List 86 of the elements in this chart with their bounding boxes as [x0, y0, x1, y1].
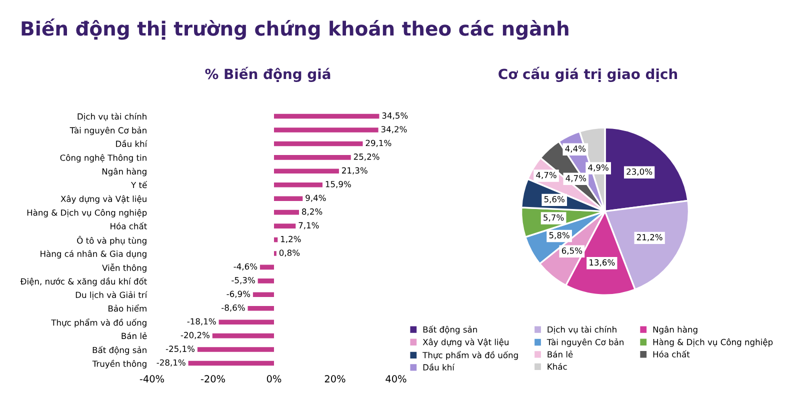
bar	[274, 168, 339, 174]
legend-label: Ngân hàng	[653, 326, 698, 334]
chart-title: Cơ cấu giá trị giao dịch	[498, 66, 677, 82]
y-tick-label: Bảo hiểm	[108, 304, 146, 312]
legend-label: Hàng & Dịch vụ Công nghiệp	[653, 338, 773, 347]
bar	[274, 141, 363, 146]
data-label: -5,3%	[232, 277, 255, 284]
data-label: 13,6%	[590, 259, 615, 266]
data-label: 4,7%	[566, 175, 586, 182]
data-label: 0,8%	[279, 250, 300, 257]
data-label: -4,6%	[234, 263, 258, 270]
data-label: 21,2%	[636, 234, 662, 242]
y-tick-label: Hàng cá nhân & Gia dụng	[40, 250, 146, 259]
bar	[218, 320, 274, 324]
data-label: -8,6%	[222, 304, 245, 312]
legend-label: Hóa chất	[653, 350, 690, 358]
y-tick-label: Xây dựng và Vật liệu	[60, 195, 146, 204]
y-tick-label: Dịch vụ tài chính	[78, 112, 146, 122]
data-label: 4,9%	[588, 164, 608, 172]
bar	[197, 347, 274, 352]
data-label: 7,1%	[298, 222, 319, 230]
y-tick-label: Ngân hàng	[102, 168, 146, 176]
bar	[274, 114, 380, 119]
x-tick-label: 40%	[386, 375, 406, 382]
data-label: 34,2%	[381, 126, 407, 134]
chart-title: % Biến động giá	[205, 66, 330, 82]
legend-label: Bất động sản	[423, 325, 477, 334]
legend-label: Bán lẻ	[548, 350, 573, 358]
data-label: -18,1%	[187, 318, 216, 326]
data-label: 5,6%	[544, 196, 564, 204]
x-tick-label: 20%	[324, 375, 346, 382]
data-label: 5,7%	[544, 214, 564, 222]
legend-label: Dầu khí	[423, 363, 455, 370]
y-tick-label: Bán lẻ	[122, 332, 147, 340]
bar	[188, 360, 274, 366]
data-label: -20,2%	[180, 332, 210, 340]
y-tick-label: Truyền thông	[92, 360, 146, 369]
y-tick-label: Bất động sản	[92, 346, 146, 355]
legend-label: Xây dựng và Vật liệu	[422, 338, 508, 347]
data-label: -28,1%	[156, 359, 186, 367]
legend-label: Dịch vụ tài chính	[548, 326, 616, 334]
y-tick-label: Điện, nước & xăng dầu khí đốt	[20, 277, 147, 286]
data-label: 4,7%	[536, 172, 556, 180]
data-label: 23,0%	[626, 168, 652, 176]
data-label: 1,2%	[281, 236, 301, 244]
x-tick-label: -40%	[140, 375, 164, 382]
data-label: 6,5%	[562, 247, 582, 255]
y-tick-label: Du lịch và Giải trí	[76, 291, 148, 300]
bar	[274, 155, 351, 160]
y-tick-label: Công nghệ Thông tin	[60, 154, 146, 163]
legend-label: Thực phẩm và đồ uống	[422, 350, 518, 360]
data-label: 15,9%	[326, 180, 351, 188]
data-label: 29,1%	[366, 140, 392, 147]
y-tick-label: Tài nguyên Cơ bản	[70, 126, 146, 136]
data-label: -25,1%	[166, 346, 195, 353]
data-label: 5,8%	[549, 232, 570, 240]
legend-label: Khác	[548, 362, 567, 370]
x-tick-label: 0%	[266, 375, 282, 382]
data-label: 34,5%	[382, 112, 408, 120]
data-label: 8,2%	[302, 208, 322, 216]
text: Biến động thị trường chứng khoán theo các ngành	[22, 18, 568, 40]
data-label: 9,4%	[306, 194, 326, 202]
y-tick-label: Hàng & Dịch vụ Công nghiệp	[27, 208, 147, 218]
bar	[274, 182, 322, 188]
bar	[274, 210, 300, 215]
bar	[258, 278, 274, 284]
y-tick-label: Hóa chất	[110, 222, 147, 230]
data-label: 25,2%	[354, 154, 380, 161]
bar	[260, 264, 274, 270]
y-tick-label: Viễn thông	[102, 264, 146, 273]
legend-label: Tài nguyên Cơ bản	[546, 338, 624, 347]
bar	[274, 237, 278, 242]
bar	[252, 292, 274, 298]
y-tick-label: Y tế	[130, 181, 148, 188]
data-label: 4,4%	[565, 145, 586, 153]
data-label: 21,3%	[342, 167, 368, 174]
bar	[274, 128, 378, 132]
y-tick-label: Thực phẩm và đồ uống	[51, 318, 146, 328]
x-tick-label: -20%	[200, 375, 226, 382]
bar	[274, 196, 303, 202]
y-tick-label: Ô tô và phụ tùng	[77, 236, 146, 246]
bar	[274, 224, 296, 228]
bar	[248, 306, 274, 311]
data-label: -6,9%	[226, 290, 250, 298]
y-tick-label: Dầu khí	[116, 140, 148, 147]
bar	[212, 333, 274, 338]
